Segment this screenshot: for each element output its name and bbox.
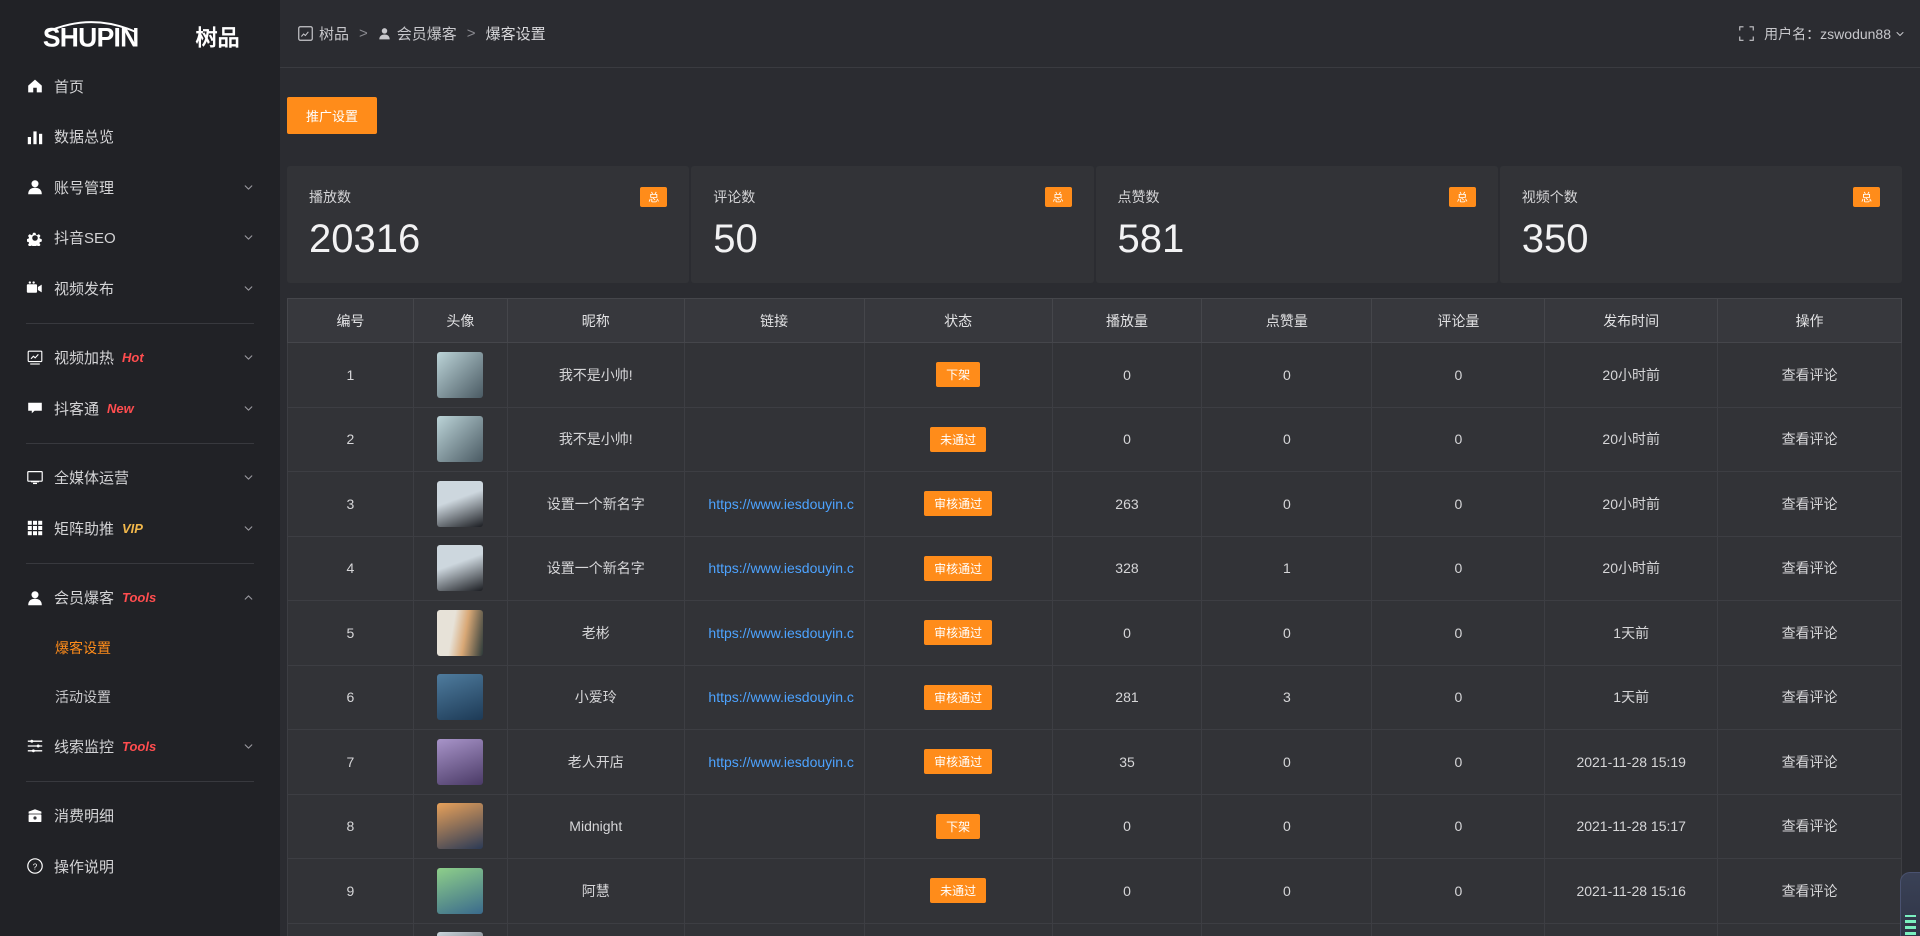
svg-text:SHUPIN: SHUPIN <box>43 22 139 49</box>
svg-text:?: ? <box>32 863 37 872</box>
svg-text:树品: 树品 <box>195 25 239 49</box>
